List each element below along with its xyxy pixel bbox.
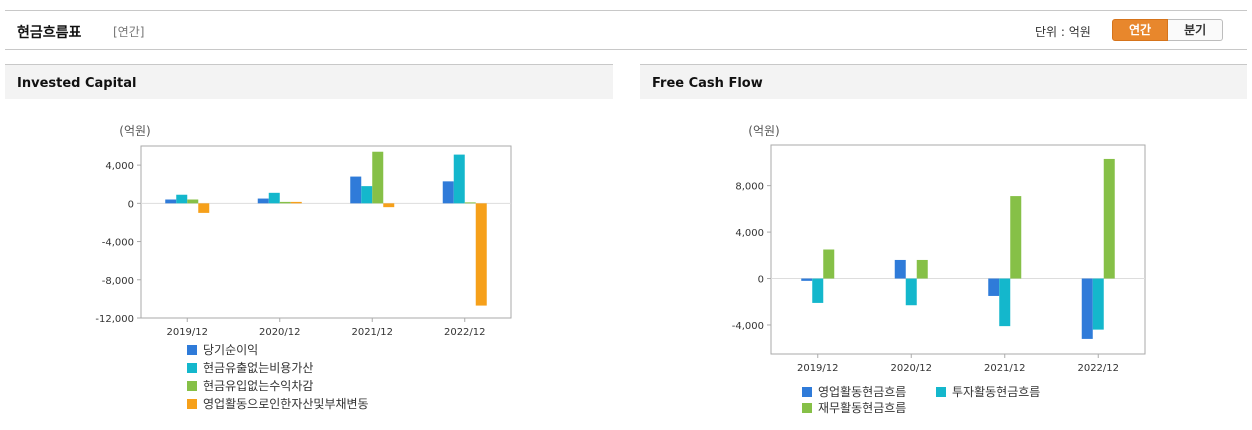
ic-y-tick-label: -8,000	[102, 276, 134, 287]
ic-bar-2	[453, 154, 465, 204]
ic-y-tick-label: 4,000	[105, 161, 134, 172]
unit-label: 단위 : 억원	[1035, 25, 1091, 39]
ic-bar-4	[475, 203, 487, 306]
ic-unit-label: (억원)	[119, 124, 150, 138]
fcf-bar-1	[988, 278, 1000, 296]
ic-legend-swatch	[187, 381, 197, 391]
ic-legend-label: 현금유입없는수익차감	[203, 379, 313, 393]
ic-x-tick-label: 2022/12	[444, 327, 486, 338]
fcf-bar-3	[823, 249, 835, 279]
fcf-x-tick-label: 2019/12	[797, 363, 839, 374]
ic-legend-swatch	[187, 345, 197, 355]
fcf-bar-2	[999, 278, 1011, 327]
free-cash-flow-panel-header: Free Cash Flow	[640, 64, 1247, 99]
fcf-legend-label: 투자활동현금흐름	[952, 385, 1040, 399]
fcf-legend-label: 재무활동현금흐름	[818, 401, 906, 415]
free-cash-flow-panel: Free Cash Flow (억원) 8,000 4,000 0 -4,000 2019…	[640, 64, 1247, 430]
fcf-bar-1	[801, 278, 813, 281]
fcf-x-tick-label: 2021/12	[984, 363, 1026, 374]
ic-bar-1	[442, 181, 454, 204]
free-cash-flow-chart: (억원) 8,000 4,000 0 -4,000 2019/12 2020/12 2021/…	[732, 124, 1146, 415]
ic-bar-1	[257, 198, 269, 204]
ic-legend-label: 현금유출없는비용가산	[203, 361, 313, 375]
fcf-y-tick-label: 8,000	[735, 182, 764, 193]
ic-bar-2	[268, 192, 280, 204]
fcf-legend-swatch	[802, 387, 812, 397]
ic-y-tick-label: -4,000	[102, 238, 134, 249]
ic-x-tick-label: 2020/12	[259, 327, 301, 338]
ic-bar-1	[165, 199, 177, 204]
ic-bar-1	[350, 176, 362, 204]
ic-plot-area	[140, 145, 512, 319]
invested-capital-panel: Invested Capital (억원) 4,000 0 -4,000 -8,000 -…	[5, 64, 613, 430]
ic-bar-2	[176, 194, 188, 204]
fcf-y-tick-label: 4,000	[735, 228, 764, 239]
ic-bar-4	[383, 203, 395, 208]
fcf-legend-label: 영업활동현금흐름	[818, 385, 906, 399]
fcf-legend-swatch	[936, 387, 946, 397]
invested-capital-chart: (억원) 4,000 0 -4,000 -8,000 -12,000 2019/12 2020…	[95, 124, 512, 411]
ic-legend-swatch	[187, 399, 197, 409]
cash-flow-header: 현금흐름표 [연간] 단위 : 억원 연간 분기	[5, 10, 1247, 50]
fcf-legend-swatch	[802, 403, 812, 413]
free-cash-flow-title: Free Cash Flow	[652, 76, 763, 91]
ic-y-tick-label: -12,000	[95, 314, 134, 325]
fcf-bar-3	[916, 259, 928, 279]
invested-capital-panel-header: Invested Capital	[5, 64, 613, 99]
fcf-bar-2	[905, 278, 917, 306]
invested-capital-title: Invested Capital	[17, 76, 137, 91]
ic-bar-4	[290, 201, 302, 204]
period-toggle: 연간 분기	[1112, 19, 1224, 41]
period-subtitle: [연간]	[113, 25, 145, 39]
ic-x-tick-label: 2019/12	[166, 327, 208, 338]
ic-bar-3	[464, 202, 476, 204]
quarterly-button[interactable]: 분기	[1168, 19, 1224, 41]
ic-y-tick-label: 0	[128, 199, 134, 210]
ic-legend-label: 당기순이익	[203, 343, 258, 357]
ic-legend-swatch	[187, 363, 197, 373]
ic-bar-3	[187, 199, 199, 204]
fcf-unit-label: (억원)	[748, 124, 779, 138]
fcf-bar-1	[894, 259, 906, 279]
fcf-x-tick-label: 2020/12	[890, 363, 932, 374]
ic-bar-2	[361, 186, 373, 204]
page-title: 현금흐름표	[17, 25, 82, 41]
fcf-y-tick-label: -4,000	[732, 321, 764, 332]
fcf-bar-2	[812, 278, 824, 303]
ic-bar-4	[198, 203, 210, 213]
fcf-bar-1	[1081, 278, 1093, 339]
fcf-y-tick-label: 0	[758, 275, 764, 286]
fcf-bar-2	[1092, 278, 1104, 330]
ic-x-tick-label: 2021/12	[351, 327, 393, 338]
fcf-bar-3	[1010, 196, 1022, 279]
ic-legend-label: 영업활동으로인한자산및부채변동	[203, 397, 369, 411]
fcf-x-tick-label: 2022/12	[1077, 363, 1119, 374]
ic-bar-3	[372, 151, 384, 204]
annual-button[interactable]: 연간	[1112, 19, 1169, 41]
fcf-bar-3	[1103, 158, 1115, 279]
ic-bar-3	[279, 201, 291, 204]
